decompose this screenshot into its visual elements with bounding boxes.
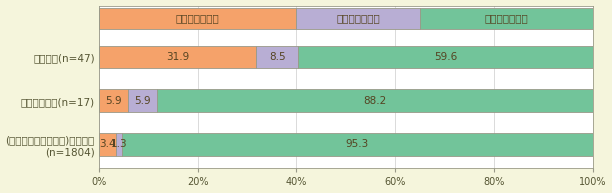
Text: 制定予定はない: 制定予定はない [485,14,528,24]
Bar [99,46,256,69]
Text: 5.9: 5.9 [135,96,151,106]
Bar [128,89,157,112]
Text: 8.5: 8.5 [269,52,286,62]
Bar [296,8,420,29]
Text: 制定済みである: 制定済みである [176,14,220,24]
Text: 31.9: 31.9 [166,52,189,62]
Text: 59.6: 59.6 [434,52,457,62]
Text: 5.9: 5.9 [105,96,122,106]
Text: 3.4: 3.4 [99,139,116,149]
Text: 88.2: 88.2 [364,96,387,106]
Bar [420,8,592,29]
Bar [116,133,122,156]
Text: 1.3: 1.3 [111,139,127,149]
Bar [122,133,592,156]
Text: 95.3: 95.3 [346,139,369,149]
Bar [299,46,592,69]
Bar [256,46,299,69]
Bar [99,89,128,112]
Bar [157,89,592,112]
Text: 制定予定である: 制定予定である [337,14,380,24]
Bar [99,133,116,156]
Bar [99,8,296,29]
